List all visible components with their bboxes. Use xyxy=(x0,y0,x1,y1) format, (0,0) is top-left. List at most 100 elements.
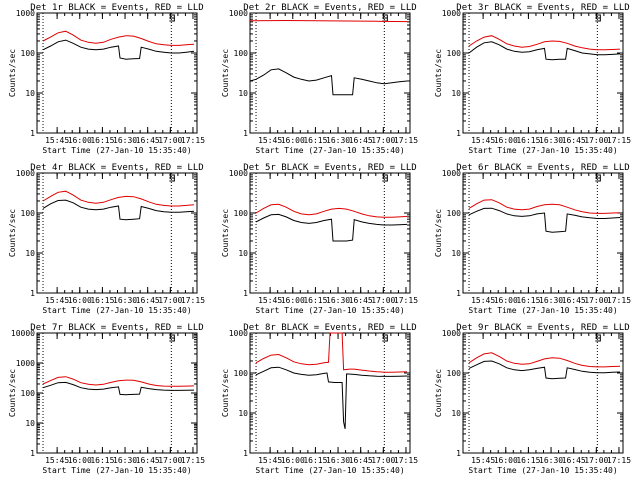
y-tick-label: 1 xyxy=(456,289,461,298)
x-tick-label: 15:45 xyxy=(258,136,282,145)
plot-frame xyxy=(462,332,624,454)
x-tick-label: 16:45 xyxy=(136,456,160,465)
y-tick-label: 1000 xyxy=(442,329,461,338)
x-tick-label: 17:15 xyxy=(607,136,631,145)
x-tick-label: 17:00 xyxy=(371,136,395,145)
x-tick-label: 16:30 xyxy=(326,136,350,145)
events-series-line xyxy=(249,68,408,96)
x-tick-label: 16:15 xyxy=(303,296,327,305)
x-tick-label: 17:00 xyxy=(158,456,182,465)
x-tick-label: 17:15 xyxy=(607,456,631,465)
x-tick-label: 16:30 xyxy=(113,136,137,145)
events-series-line xyxy=(42,39,195,60)
y-tick-label: 100 xyxy=(447,209,462,218)
x-tick-label: 17:00 xyxy=(158,136,182,145)
y-tick-label: 1 xyxy=(456,129,461,138)
panel-det-1: Det 1r BLACK = Events, RED = LLD 1 10 100 10… xyxy=(8,3,205,155)
y-tick-label: 1000 xyxy=(16,9,35,18)
panel-title: Det 9r BLACK = Events, RED = LLD xyxy=(456,323,629,333)
x-tick-label: 15:45 xyxy=(45,296,69,305)
x-tick-label: 16:00 xyxy=(281,456,305,465)
lld-series-line xyxy=(42,376,195,387)
x-tick-label: 16:45 xyxy=(349,296,373,305)
lld-series-line xyxy=(468,35,621,51)
events-series-line xyxy=(42,381,195,396)
panel-det-4: Det 4r BLACK = Events, RED = LLD 1 10 100 10… xyxy=(8,163,205,315)
y-tick-label: 10 xyxy=(451,249,461,258)
y-tick-label: 100 xyxy=(234,209,249,218)
x-tick-label: 16:00 xyxy=(494,136,518,145)
y-axis-label: Counts/sec xyxy=(221,49,230,97)
x-tick-label: 16:45 xyxy=(136,296,160,305)
y-tick-label: 100 xyxy=(447,49,462,58)
y-tick-label: 10 xyxy=(238,89,248,98)
y-tick-label: 1000 xyxy=(229,329,248,338)
lld-series-line xyxy=(255,332,408,373)
x-tick-label: 17:00 xyxy=(584,456,608,465)
panel-title: Det 8r BLACK = Events, RED = LLD xyxy=(243,323,416,333)
panel-det-2: Det 2r BLACK = Events, RED = LLD 1 10 100 10… xyxy=(221,3,418,155)
panel-title: Det 7r BLACK = Events, RED = LLD xyxy=(30,323,203,333)
panel-det-6: Det 6r BLACK = Events, RED = LLD 1 10 100 10… xyxy=(434,163,631,315)
x-tick-label: 16:15 xyxy=(516,136,540,145)
x-tick-label: 16:45 xyxy=(562,136,586,145)
panel-title: Det 2r BLACK = Events, RED = LLD xyxy=(243,3,416,13)
x-tick-label: 16:45 xyxy=(349,456,373,465)
panel-det-8: Det 8r BLACK = Events, RED = LLD 1 10 100 10… xyxy=(221,323,418,475)
y-tick-label: 1 xyxy=(243,129,248,138)
x-tick-label: 16:30 xyxy=(539,136,563,145)
events-series-line xyxy=(42,199,195,221)
x-tick-label: 17:00 xyxy=(158,296,182,305)
x-tick-label: 15:45 xyxy=(45,136,69,145)
x-tick-label: 16:30 xyxy=(113,296,137,305)
y-axis-label: Counts/sec xyxy=(8,209,17,257)
x-axis-label: Start Time (27-Jan-10 15:35:40) xyxy=(468,146,617,155)
plot-frame xyxy=(249,12,411,134)
events-series-line xyxy=(468,360,621,380)
x-axis-label: Start Time (27-Jan-10 15:35:40) xyxy=(468,306,617,315)
lld-series-line xyxy=(249,19,408,23)
y-tick-label: 100 xyxy=(234,49,249,58)
x-tick-label: 16:45 xyxy=(562,296,586,305)
x-tick-label: 15:45 xyxy=(45,456,69,465)
x-tick-label: 16:15 xyxy=(516,456,540,465)
lld-series-line xyxy=(468,352,621,368)
y-axis-label: Counts/sec xyxy=(221,209,230,257)
y-axis-label: Counts/sec xyxy=(8,369,17,417)
plot-frame xyxy=(36,12,198,134)
y-tick-label: 1 xyxy=(243,449,248,458)
y-tick-label: 1000 xyxy=(442,9,461,18)
y-tick-label: 1 xyxy=(243,289,248,298)
x-tick-label: 16:30 xyxy=(326,296,350,305)
y-axis-label: Counts/sec xyxy=(434,369,443,417)
y-tick-label: 100 xyxy=(21,209,36,218)
panel-title: Det 4r BLACK = Events, RED = LLD xyxy=(30,163,203,173)
x-axis-label: Start Time (27-Jan-10 15:35:40) xyxy=(42,146,191,155)
panel-det-5: Det 5r BLACK = Events, RED = LLD 1 10 100 10… xyxy=(221,163,418,315)
y-tick-label: 100 xyxy=(21,389,36,398)
x-tick-label: 16:30 xyxy=(539,296,563,305)
x-tick-label: 17:15 xyxy=(181,456,205,465)
x-tick-label: 16:15 xyxy=(90,296,114,305)
x-tick-label: 16:45 xyxy=(562,456,586,465)
x-tick-label: 17:15 xyxy=(394,296,418,305)
x-tick-label: 16:00 xyxy=(68,296,92,305)
y-tick-label: 1000 xyxy=(16,169,35,178)
x-tick-label: 17:15 xyxy=(181,136,205,145)
y-tick-label: 100 xyxy=(21,49,36,58)
y-axis-label: Counts/sec xyxy=(8,49,17,97)
plot-frame xyxy=(462,12,624,134)
x-tick-label: 16:15 xyxy=(303,456,327,465)
y-tick-label: 10 xyxy=(238,249,248,258)
panel-det-7: Det 7r BLACK = Events, RED = LLD 1 10 100 10… xyxy=(8,323,205,475)
y-tick-label: 1000 xyxy=(229,169,248,178)
panel-det-3: Det 3r BLACK = Events, RED = LLD 1 10 100 10… xyxy=(434,3,631,155)
plot-frame xyxy=(249,332,411,454)
x-tick-label: 16:30 xyxy=(539,456,563,465)
events-series-line xyxy=(468,41,621,61)
x-axis-label: Start Time (27-Jan-10 15:35:40) xyxy=(255,466,404,475)
x-tick-label: 15:45 xyxy=(471,136,495,145)
x-axis-label: Start Time (27-Jan-10 15:35:40) xyxy=(468,466,617,475)
x-tick-label: 15:45 xyxy=(471,296,495,305)
